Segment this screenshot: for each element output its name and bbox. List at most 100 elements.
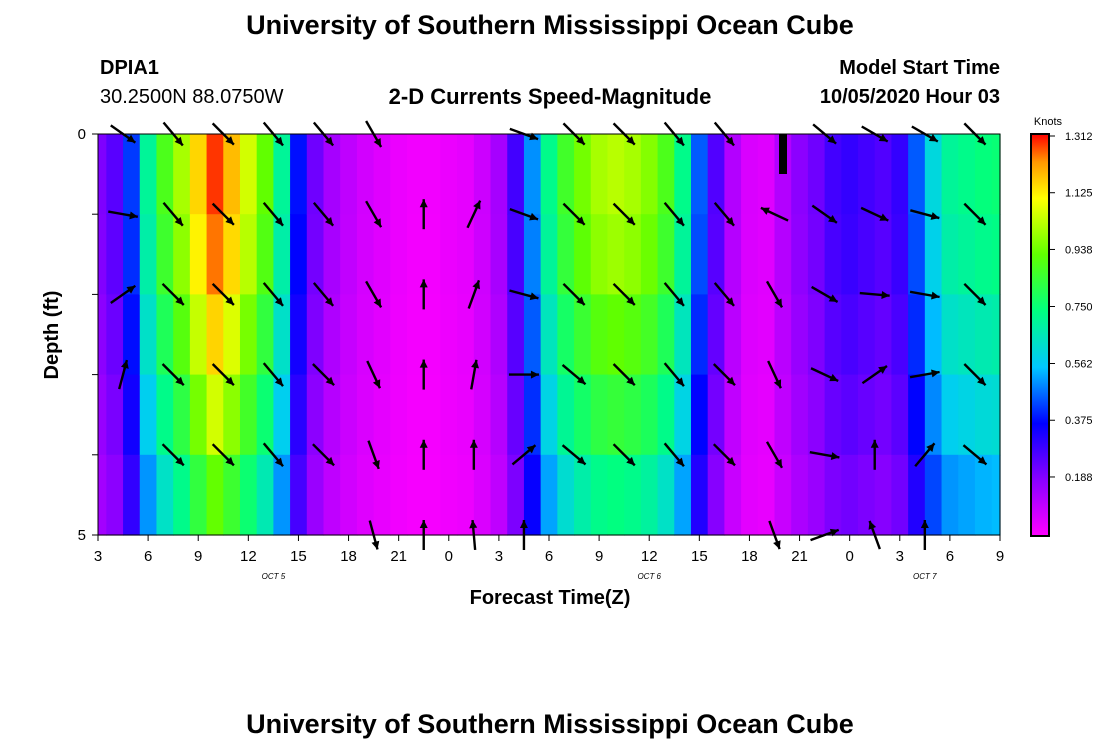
heat-cell [206, 454, 224, 536]
heat-cell [156, 454, 174, 536]
heat-cell [273, 374, 291, 456]
current-vector [161, 363, 185, 387]
heat-cell [757, 294, 776, 376]
current-vector [262, 362, 284, 387]
heat-cell [674, 374, 692, 456]
heat-cell [707, 454, 725, 536]
currents-chart: 3 6 9 12 15 18 21 0 3 6 9 12 15 18 21 0 3 6 9 OCT 5 OCT 6 OCT… [41, 116, 1093, 609]
x-tick-label: 12 [240, 548, 257, 565]
heat-cell [557, 454, 575, 536]
x-tick-label: 3 [495, 548, 503, 565]
heat-cell [523, 294, 542, 376]
heat-cell [958, 294, 976, 376]
current-vector [859, 291, 890, 299]
current-vector [470, 359, 479, 390]
current-vector [713, 282, 735, 307]
heat-cell [891, 214, 909, 295]
x-tick-label: 21 [791, 548, 808, 565]
heat-cell [674, 454, 692, 536]
heat-cell [858, 134, 876, 215]
heat-cell [290, 134, 308, 215]
heat-cell [540, 214, 558, 295]
heat-cell [423, 294, 442, 376]
current-vector [663, 362, 685, 387]
heat-cell [941, 214, 959, 295]
heat-cell [523, 214, 542, 295]
heat-cell [991, 134, 1001, 215]
current-vector [860, 206, 889, 222]
station-id: DPIA1 [100, 57, 159, 79]
colorbar-tick-label: 0.938 [1065, 244, 1093, 256]
heat-cell [941, 294, 959, 376]
heat-cell [607, 294, 625, 376]
heat-cell [824, 294, 842, 376]
heat-cell [239, 454, 258, 536]
current-vector [511, 444, 537, 466]
heat-cell [407, 134, 425, 215]
heat-cell [824, 134, 842, 215]
heat-cell [473, 134, 492, 215]
heat-cell [841, 134, 859, 215]
current-vector [767, 360, 782, 389]
date-label: OCT 6 [637, 572, 661, 581]
heat-cell [974, 454, 993, 536]
heat-cell [624, 454, 642, 536]
current-vector [963, 363, 987, 387]
heat-cell [457, 214, 475, 295]
heat-cell [273, 214, 291, 295]
heat-cell [707, 294, 725, 376]
heat-cell [256, 294, 274, 376]
heat-cell [924, 374, 943, 456]
x-tick-label: 9 [595, 548, 603, 565]
heat-cell [340, 214, 358, 295]
colorbar-tick-label: 0.562 [1065, 359, 1093, 371]
heat-cell [507, 374, 525, 456]
heat-cell [256, 214, 274, 295]
heat-cell [858, 454, 876, 536]
x-tick-label: 6 [946, 548, 954, 565]
heat-cell [440, 294, 458, 376]
y-axis: 05 [78, 126, 98, 544]
heat-cell [189, 454, 208, 536]
heat-cell [323, 454, 341, 536]
heat-cell [974, 134, 993, 215]
heat-cell [256, 374, 274, 456]
current-vector [561, 444, 587, 466]
heat-cell [273, 454, 291, 536]
heat-cell [657, 214, 675, 295]
current-vector [712, 443, 736, 467]
heat-cell [974, 294, 993, 376]
heat-cell [874, 374, 893, 456]
heat-cell [741, 294, 759, 376]
current-vector [612, 282, 636, 306]
heat-cell [473, 374, 492, 456]
current-vector [861, 365, 888, 385]
heat-cell [139, 374, 158, 456]
heat-cell [724, 214, 742, 295]
heat-cell [891, 374, 909, 456]
heat-cell [874, 454, 893, 536]
x-tick-label: 0 [845, 548, 853, 565]
heat-cell [123, 294, 141, 376]
heat-cell [223, 214, 241, 295]
heat-cell [941, 134, 959, 215]
x-tick-label: 15 [290, 548, 307, 565]
heat-cell [407, 214, 425, 295]
model-start-label: Model Start Time [839, 57, 1000, 79]
heat-cell [908, 134, 926, 215]
heat-cell [774, 454, 792, 536]
heat-cell [139, 294, 158, 376]
heat-cell [741, 374, 759, 456]
heat-cell [958, 454, 976, 536]
heat-cell [657, 454, 675, 536]
heat-cell [323, 214, 341, 295]
heat-cell [340, 454, 358, 536]
heat-cell [690, 374, 709, 456]
chart-title: 2-D Currents Speed-Magnitude [388, 84, 712, 109]
colorbar-tick-label: 1.312 [1065, 131, 1093, 143]
heat-cell [390, 374, 408, 456]
heat-cell [523, 134, 542, 215]
heat-cell [290, 214, 308, 295]
heat-cell [774, 374, 792, 456]
current-vector [765, 441, 784, 469]
